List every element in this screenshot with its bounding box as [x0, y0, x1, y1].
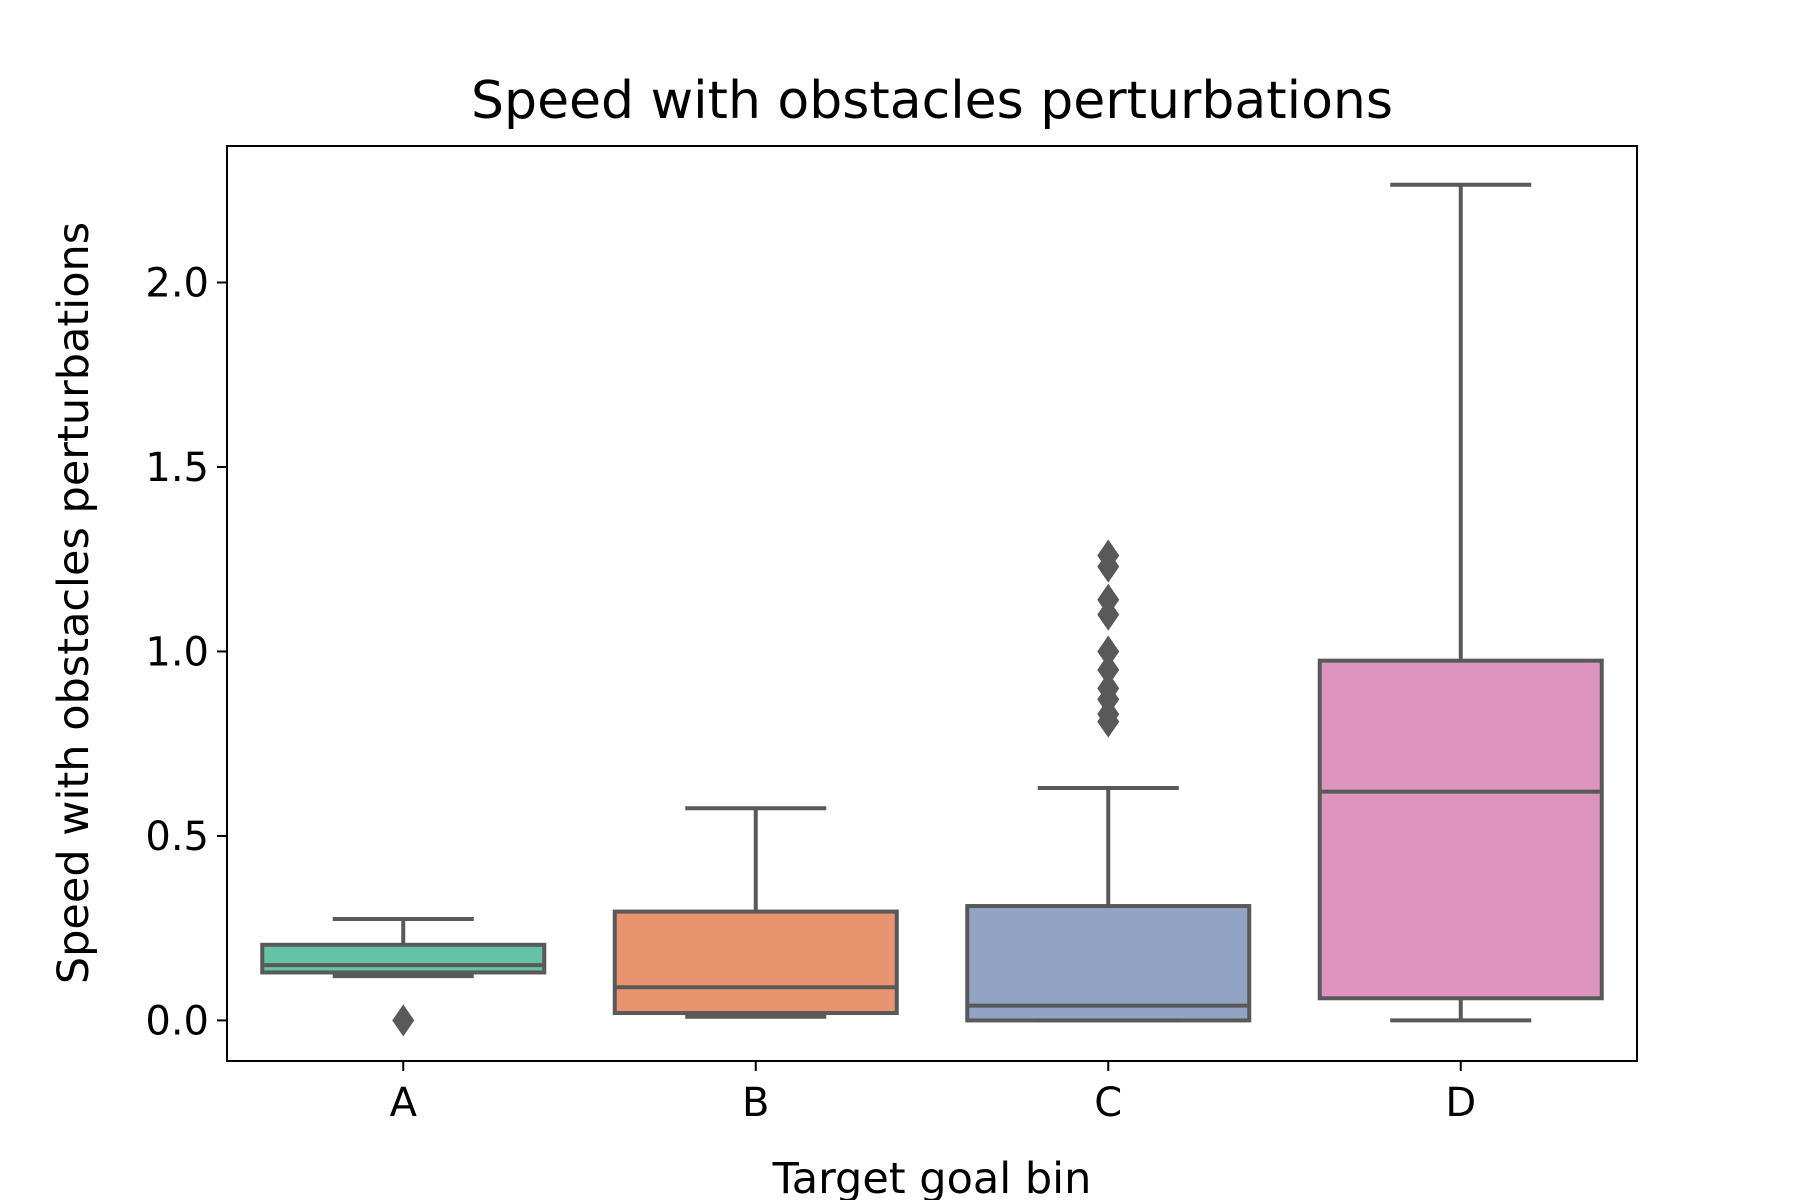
- box-group-a: [260, 916, 547, 1037]
- x-tick-label: C: [1094, 1080, 1122, 1126]
- x-axis: A B C D: [390, 1061, 1476, 1126]
- y-tick-label: 1.0: [145, 629, 209, 675]
- x-tick-label: D: [1445, 1080, 1476, 1126]
- y-axis: 0.0 0.5 1.0 1.5 2.0: [145, 261, 227, 1044]
- y-tick-label: 2.0: [145, 261, 209, 307]
- y-axis-title: Speed with obstacles perturbations: [49, 222, 99, 984]
- outlier-point: [1097, 539, 1120, 572]
- box-group-b: [612, 806, 899, 1019]
- x-tick-label: B: [742, 1080, 769, 1126]
- plot-area: [260, 182, 1604, 1037]
- outlier-point: [1097, 653, 1120, 686]
- outlier-point: [392, 1004, 415, 1037]
- box-group-d: [1317, 182, 1604, 1023]
- x-tick-label: A: [390, 1080, 418, 1126]
- chart-title: Speed with obstacles perturbations: [471, 71, 1393, 131]
- plot-frame: [226, 145, 1638, 1062]
- outlier-point: [1097, 583, 1120, 616]
- outlier-point: [1097, 635, 1120, 668]
- y-tick-label: 1.5: [145, 445, 209, 491]
- y-tick-label: 0.0: [145, 998, 209, 1044]
- x-axis-title: Target goal bin: [772, 1154, 1092, 1200]
- y-tick-label: 0.5: [145, 814, 209, 860]
- box-iqr: [612, 909, 899, 1016]
- box-group-c: [965, 539, 1252, 1023]
- box-iqr: [965, 904, 1252, 1023]
- box-iqr: [260, 942, 547, 975]
- outlier-point: [1097, 672, 1120, 705]
- box-iqr: [1317, 658, 1604, 1001]
